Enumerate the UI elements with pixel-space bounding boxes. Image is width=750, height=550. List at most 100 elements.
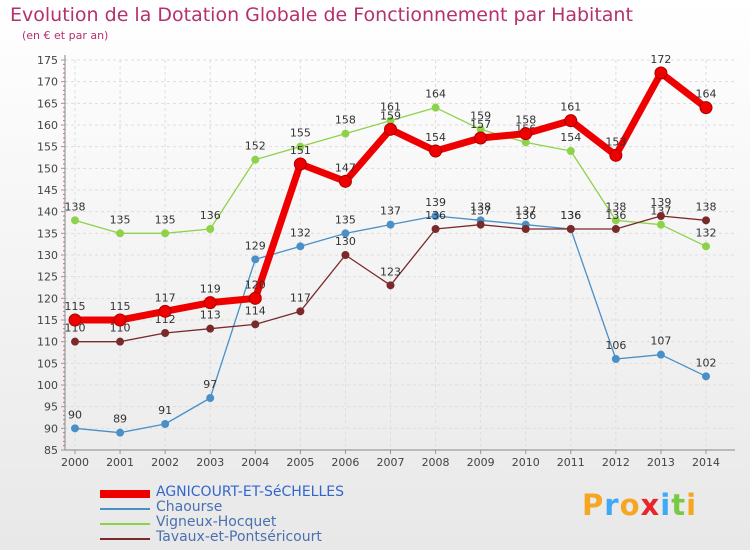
data-label-vigneux-hocquet: 136	[200, 209, 221, 222]
data-label-vigneux-hocquet: 132	[696, 226, 717, 239]
data-point-tavaux	[611, 225, 620, 233]
data-point-chaourse	[116, 428, 125, 437]
data-label-vigneux-hocquet: 137	[650, 205, 671, 218]
data-label-agnicourt: 172	[650, 53, 671, 66]
y-tick-label: 125	[37, 271, 58, 284]
data-label-vigneux-hocquet: 138	[65, 200, 86, 213]
x-tick-label: 2013	[647, 456, 675, 469]
data-point-agnicourt	[474, 131, 488, 145]
data-point-vigneux-hocquet	[296, 142, 305, 151]
data-label-tavaux: 113	[200, 309, 221, 322]
data-label-agnicourt: 115	[110, 300, 131, 313]
data-point-agnicourt	[564, 114, 578, 128]
data-label-tavaux: 138	[696, 200, 717, 213]
data-label-chaourse: 102	[696, 356, 717, 369]
data-label-tavaux: 136	[560, 209, 581, 222]
logo-letter: x	[640, 488, 661, 522]
y-tick-label: 110	[37, 336, 58, 349]
data-label-tavaux: 136	[605, 209, 626, 222]
data-point-vigneux-hocquet	[656, 220, 665, 229]
data-label-tavaux: 112	[155, 313, 176, 326]
y-tick-label: 115	[37, 314, 58, 327]
x-tick-label: 2000	[61, 456, 89, 469]
x-tick-label: 2003	[196, 456, 224, 469]
data-point-tavaux	[341, 251, 350, 259]
data-point-tavaux	[206, 324, 215, 333]
data-point-agnicourt	[203, 296, 217, 310]
y-tick-label: 160	[37, 119, 58, 132]
data-point-vigneux-hocquet	[702, 242, 710, 251]
data-point-chaourse	[702, 372, 710, 381]
data-point-tavaux	[656, 212, 665, 220]
data-label-vigneux-hocquet: 154	[560, 131, 581, 144]
data-label-chaourse: 89	[113, 413, 127, 426]
data-label-vigneux-hocquet: 152	[245, 140, 266, 153]
data-point-chaourse	[161, 420, 170, 428]
y-tick-label: 175	[37, 54, 58, 67]
data-point-vigneux-hocquet	[251, 155, 260, 164]
data-point-chaourse	[386, 220, 395, 229]
data-point-tavaux	[476, 220, 485, 229]
chart-subtitle: (en € et par an)	[22, 29, 109, 42]
data-point-vigneux-hocquet	[71, 216, 79, 225]
x-tick-label: 2008	[422, 456, 450, 469]
data-label-tavaux: 137	[470, 205, 491, 218]
data-point-agnicourt	[384, 122, 397, 136]
y-tick-label: 100	[37, 379, 58, 392]
data-label-agnicourt: 164	[696, 88, 717, 101]
x-tick-label: 2007	[377, 456, 405, 469]
data-point-tavaux	[521, 225, 530, 233]
data-point-chaourse	[296, 242, 305, 251]
y-tick-label: 120	[37, 292, 58, 305]
data-label-tavaux: 110	[110, 322, 131, 335]
y-tick-label: 165	[37, 97, 58, 110]
data-label-vigneux-hocquet: 155	[290, 127, 311, 140]
data-label-tavaux: 117	[290, 291, 311, 304]
legend-swatch	[100, 490, 150, 498]
y-tick-label: 130	[37, 249, 58, 262]
data-label-tavaux: 136	[425, 209, 446, 222]
data-point-chaourse	[251, 255, 260, 264]
data-point-agnicourt	[293, 157, 307, 171]
data-point-tavaux	[296, 307, 305, 316]
data-point-vigneux-hocquet	[206, 225, 215, 233]
logo-letter: i	[660, 488, 672, 522]
y-tick-label: 145	[37, 184, 58, 197]
data-label-vigneux-hocquet: 135	[110, 213, 131, 226]
legend-label: Tavaux-et-Pontséricourt	[156, 529, 322, 545]
data-point-tavaux	[161, 329, 170, 337]
data-point-vigneux-hocquet	[341, 129, 350, 138]
data-label-agnicourt: 151	[290, 144, 311, 157]
legend-label: Chaourse	[156, 499, 223, 515]
data-point-vigneux-hocquet	[566, 147, 575, 155]
data-point-tavaux	[386, 281, 395, 290]
data-label-chaourse: 91	[158, 404, 172, 417]
data-label-tavaux: 139	[650, 196, 671, 209]
data-label-chaourse: 137	[380, 205, 401, 218]
data-point-agnicourt	[68, 313, 82, 327]
legend-swatch	[100, 508, 150, 510]
data-label-chaourse: 90	[68, 408, 82, 421]
data-label-agnicourt: 158	[515, 114, 536, 127]
legend-label: AGNICOURT-ET-SéCHELLES	[156, 484, 344, 500]
x-tick-label: 2005	[286, 456, 314, 469]
data-point-tavaux	[116, 337, 125, 346]
y-tick-label: 85	[44, 444, 58, 457]
x-tick-label: 2012	[602, 456, 630, 469]
x-tick-label: 2002	[151, 456, 179, 469]
logo-letter: t	[671, 488, 687, 522]
x-tick-label: 2006	[331, 456, 359, 469]
proxiti-logo: Proxiti	[582, 488, 697, 522]
logo-letter: o	[619, 488, 641, 522]
data-point-agnicourt	[429, 144, 443, 158]
data-label-chaourse: 138	[470, 200, 491, 213]
legend-swatch	[100, 523, 150, 525]
data-point-agnicourt	[519, 127, 533, 141]
x-tick-label: 2001	[106, 456, 134, 469]
data-label-agnicourt: 154	[425, 131, 446, 144]
y-tick-label: 150	[37, 162, 58, 175]
data-label-agnicourt: 115	[65, 300, 86, 313]
data-point-tavaux	[71, 337, 79, 346]
data-label-tavaux: 136	[515, 209, 536, 222]
data-point-chaourse	[431, 212, 440, 220]
